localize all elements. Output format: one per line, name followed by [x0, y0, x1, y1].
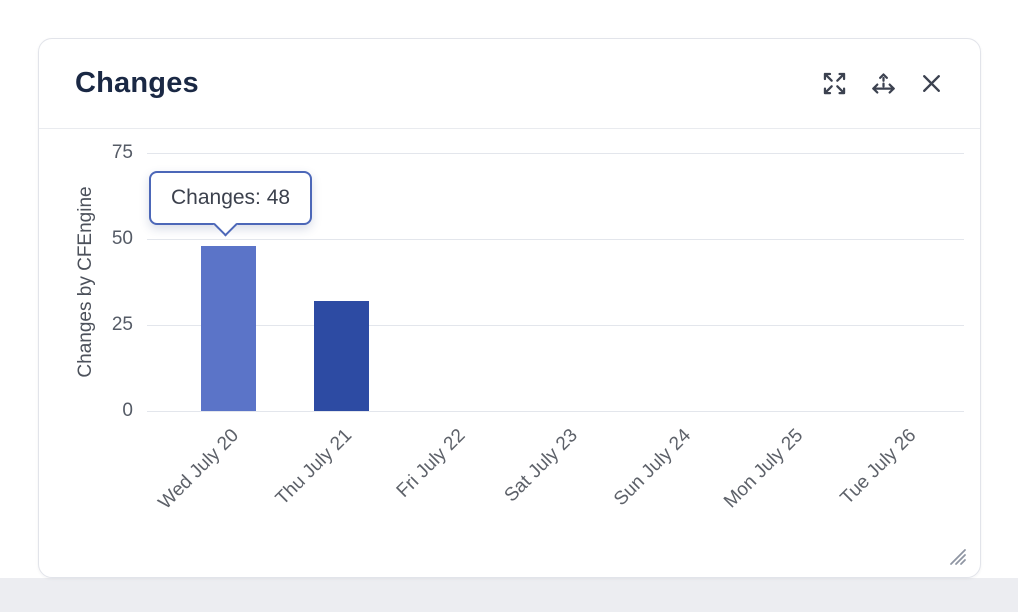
page-background-strip	[0, 578, 1018, 612]
close-button[interactable]	[919, 71, 944, 96]
x-axis-line	[147, 411, 964, 412]
widget-title: Changes	[75, 67, 199, 99]
close-icon	[923, 75, 940, 92]
plot-area: 0 25 50 75 Wed July 20 Thu July 21 Fri July 22…	[112, 142, 964, 514]
widget-controls	[821, 70, 944, 97]
widget-header: Changes	[39, 39, 980, 129]
move-button[interactable]	[870, 70, 897, 97]
chart-tooltip: Changes: 48	[149, 171, 313, 237]
y-tick-label: 75	[111, 142, 133, 163]
x-tick-label-text: Thu July 21	[271, 425, 357, 510]
y-axis-label: Changes by CFEngine	[75, 186, 96, 378]
y-tick-label: 25	[111, 314, 133, 335]
y-tick-label: 50	[111, 228, 133, 249]
x-tick-label-text: Sun July 24	[609, 425, 695, 511]
expand-icon	[823, 72, 846, 95]
x-tick-label-text: Tue July 26	[836, 425, 921, 509]
resize-handle[interactable]	[946, 545, 968, 567]
x-tick-label-text: Mon July 25	[720, 425, 808, 513]
changes-widget: Changes	[38, 38, 981, 578]
gridline	[147, 325, 964, 326]
y-tick-label: 0	[122, 400, 133, 421]
move-icon	[872, 73, 895, 94]
x-tick-label-text: Fri July 22	[392, 425, 469, 502]
gridline	[147, 239, 964, 240]
gridline	[147, 153, 964, 154]
tooltip-text: Changes: 48	[171, 186, 291, 209]
chart-area: Changes by CFEngine 0 25 50 75 Wed July 20 Th…	[39, 129, 980, 577]
x-tick-label-text: Sat July 23	[500, 425, 582, 507]
bar-0[interactable]	[200, 245, 256, 411]
x-tick-label-text: Wed July 20	[154, 425, 244, 514]
bar-1[interactable]	[313, 300, 369, 411]
expand-button[interactable]	[821, 70, 848, 97]
